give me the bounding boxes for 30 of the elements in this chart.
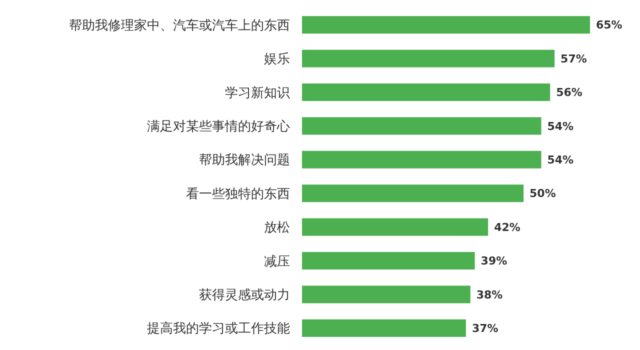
bar	[302, 252, 475, 270]
y-tick-label: 帮助我解决问题	[199, 153, 290, 168]
bar	[302, 184, 524, 202]
bar	[302, 218, 488, 236]
bar	[302, 286, 470, 304]
data-label: 39%	[480, 254, 508, 268]
bar	[302, 150, 542, 168]
bar	[302, 117, 542, 135]
y-tick-label: 娱乐	[264, 52, 290, 68]
data-label: 65%	[596, 18, 622, 32]
data-label: 42%	[494, 220, 520, 234]
data-label: 57%	[560, 52, 587, 66]
y-tick-label: 提高我的学习或工作技能	[147, 320, 290, 337]
y-tick-label: 学习新知识	[225, 86, 290, 101]
data-label: 38%	[476, 288, 503, 302]
data-label: 37%	[472, 322, 498, 335]
data-label: 54%	[547, 120, 574, 133]
bar	[302, 16, 590, 34]
bar	[302, 83, 550, 102]
y-tick-label: 获得灵感或动力	[199, 288, 290, 303]
bar	[302, 319, 466, 337]
y-tick-label: 帮助我修理家中、汽车或汽车上的东西	[69, 17, 290, 34]
data-label: 50%	[530, 187, 556, 200]
y-tick-label: 放松	[264, 220, 290, 236]
y-tick-label: 满足对某些事情的好奇心	[147, 118, 290, 134]
y-tick-label: 看一些独特的东西	[186, 186, 290, 202]
data-label: 54%	[547, 154, 574, 166]
bar	[302, 50, 555, 68]
y-tick-label: 减压	[264, 254, 290, 270]
data-label: 56%	[556, 86, 582, 100]
